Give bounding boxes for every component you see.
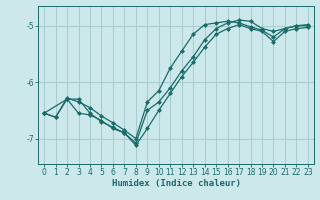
- X-axis label: Humidex (Indice chaleur): Humidex (Indice chaleur): [111, 179, 241, 188]
